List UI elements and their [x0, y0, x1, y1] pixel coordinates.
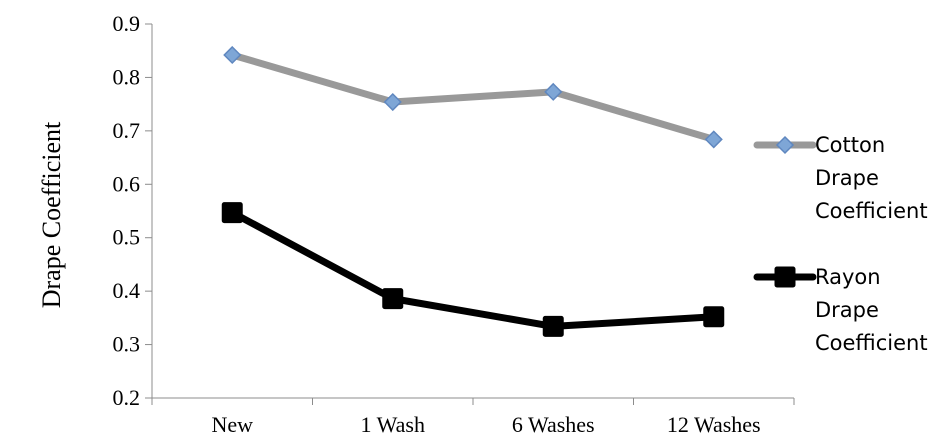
- y-axis-title: Drape Coefficient: [37, 121, 66, 308]
- series-0: [223, 45, 723, 149]
- axes: [151, 24, 794, 399]
- legend-label: Rayon Drape Coefficient: [815, 265, 928, 355]
- legend-label-line: Rayon: [815, 265, 881, 289]
- data-point-diamond: [704, 130, 723, 149]
- series-1: [221, 202, 725, 337]
- x-tick-label: 6 Washes: [512, 412, 595, 437]
- legend-label-line: Drape: [815, 166, 879, 190]
- legend-entry-0: Cotton Drape Coefficient: [753, 133, 928, 223]
- data-point-square: [382, 288, 404, 310]
- legend-label-line: Coefficient: [815, 331, 928, 355]
- legend-marker-square: [774, 266, 796, 288]
- legend-label-line: Cotton: [815, 133, 885, 157]
- y-tick-label: 0.5: [113, 225, 141, 250]
- series-line: [228, 51, 718, 143]
- y-axis-ticks: 0.2 0.3 0.4 0.5 0.6 0.7 0.8 0.9: [113, 11, 152, 410]
- x-axis-ticks: New 1 Wash 6 Washes 12 Washes: [151, 398, 795, 437]
- data-point-diamond: [544, 82, 563, 101]
- legend-label-line: Coefficient: [815, 199, 928, 223]
- data-point-square: [542, 315, 564, 337]
- y-tick-label: 0.6: [113, 171, 141, 196]
- x-tick-label: 1 Wash: [361, 412, 425, 437]
- series-layer: [221, 45, 725, 337]
- series-line: [228, 209, 718, 330]
- data-point-diamond: [383, 92, 402, 112]
- y-tick-label: 0.4: [113, 278, 141, 303]
- x-tick-label: 12 Washes: [667, 412, 761, 437]
- legend-label: Cotton Drape Coefficient: [815, 133, 928, 223]
- legend-entry-1: Rayon Drape Coefficient: [753, 265, 928, 355]
- legend-marker-diamond: [775, 135, 795, 155]
- data-point-square: [221, 202, 243, 224]
- legend-label-line: Drape: [815, 298, 879, 322]
- legend: Cotton Drape Coefficient Rayon Drape Coeffici…: [753, 133, 928, 355]
- data-point-square: [703, 306, 725, 328]
- y-tick-label: 0.8: [113, 64, 141, 89]
- y-tick-label: 0.9: [113, 11, 141, 36]
- x-tick-label: New: [211, 412, 253, 437]
- y-tick-label: 0.3: [113, 332, 141, 357]
- y-tick-label: 0.7: [113, 118, 141, 143]
- data-point-diamond: [223, 45, 242, 65]
- y-tick-label: 0.2: [113, 385, 141, 410]
